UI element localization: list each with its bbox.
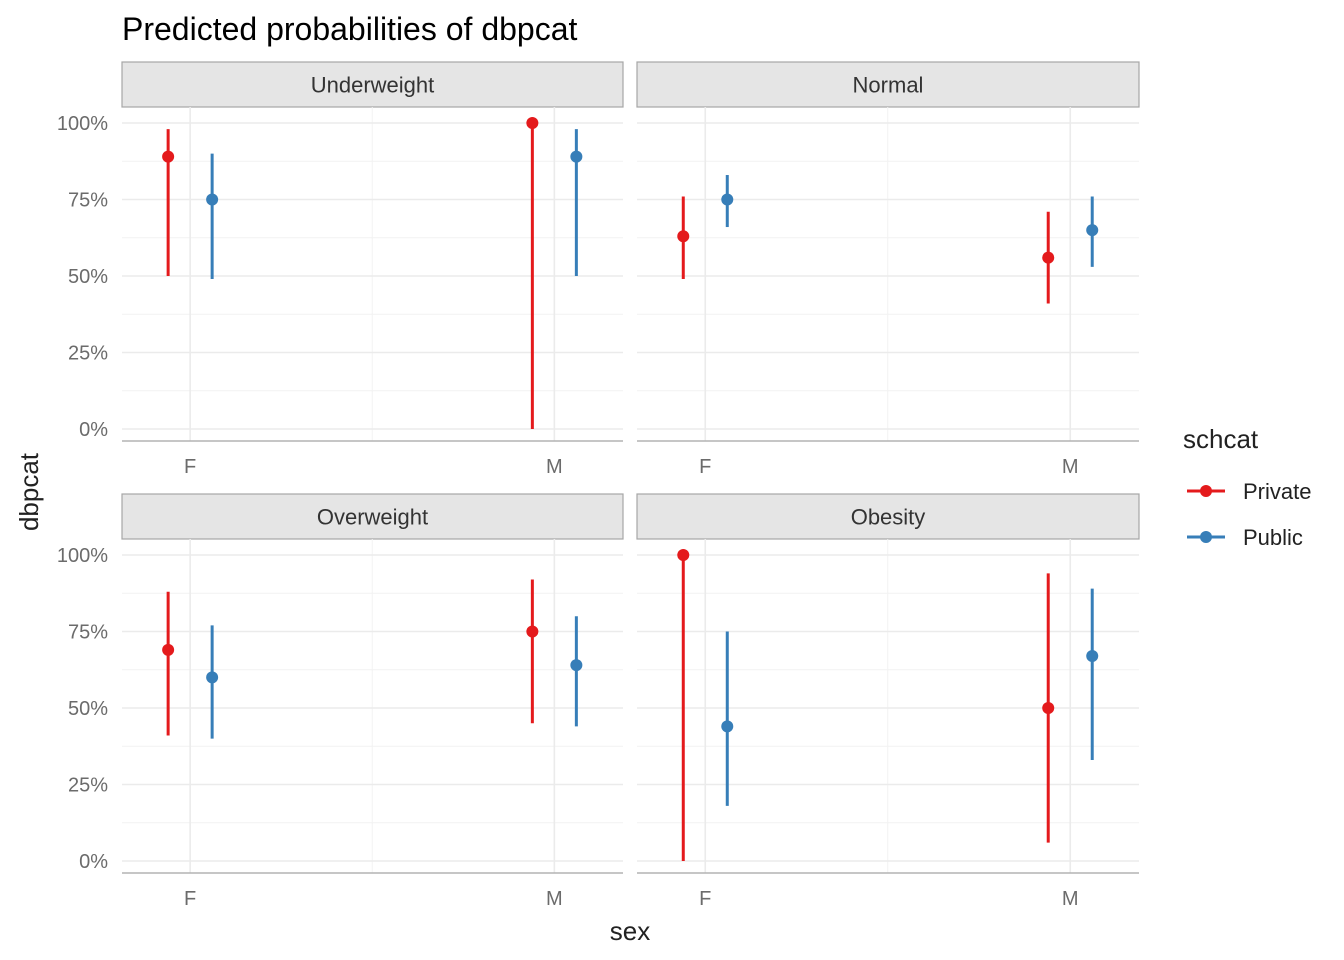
y-tick-label: 75% — [68, 190, 108, 212]
x-tick-label: F — [699, 456, 711, 478]
data-point — [526, 625, 539, 638]
y-tick-label: 75% — [68, 622, 108, 644]
data-point — [570, 150, 583, 163]
data-point — [570, 659, 583, 672]
data-point — [206, 193, 219, 206]
legend-entry-private: Private — [1187, 479, 1311, 504]
y-tick-label: 50% — [68, 698, 108, 720]
facet-underweight: Underweight 0% 25% 50% 75% 100% F M — [57, 61, 624, 478]
data-point — [1042, 702, 1055, 714]
legend-key-point — [1200, 485, 1212, 497]
legend-label: Public — [1243, 525, 1303, 550]
data-point — [677, 230, 690, 243]
y-tick-label: 0% — [79, 419, 108, 441]
y-tick-label: 100% — [57, 113, 108, 135]
facet-strip-label: Underweight — [311, 73, 435, 98]
y-tick-label: 25% — [68, 775, 108, 797]
y-tick-label: 0% — [79, 851, 108, 873]
data-point — [1042, 251, 1055, 264]
facet-strip-label: Obesity — [851, 505, 926, 530]
data-point — [1086, 649, 1099, 662]
x-axis-title: sex — [610, 916, 650, 946]
facet-strip — [636, 61, 1140, 108]
facet-strip-label: Normal — [853, 73, 924, 98]
data-point — [1086, 224, 1099, 237]
data-point — [162, 643, 175, 656]
x-tick-label: F — [184, 888, 196, 910]
legend: schcat Private Public — [1183, 424, 1311, 550]
facet-normal: Normal F M — [636, 61, 1140, 478]
facet-strip-label: Overweight — [317, 505, 428, 530]
data-point — [721, 193, 734, 206]
x-tick-label: M — [546, 456, 563, 478]
data-point — [677, 549, 690, 561]
legend-key-point — [1200, 531, 1212, 543]
data-point — [721, 720, 734, 733]
x-tick-label: M — [1062, 456, 1079, 478]
legend-label: Private — [1243, 479, 1311, 504]
facet-overweight: Overweight 0% 25% 50% 75% 100% F M — [57, 493, 624, 910]
facet-obesity: Obesity F M — [636, 493, 1140, 910]
x-tick-label: M — [1062, 888, 1079, 910]
y-axis-title: dbpcat — [14, 452, 44, 531]
y-tick-label: 25% — [68, 343, 108, 365]
x-tick-label: M — [546, 888, 563, 910]
data-point — [206, 671, 219, 684]
y-tick-label: 100% — [57, 545, 108, 567]
data-point — [162, 150, 175, 163]
x-tick-label: F — [184, 456, 196, 478]
facet-strip — [121, 61, 624, 108]
legend-entry-public: Public — [1187, 525, 1303, 550]
chart-title: Predicted probabilities of dbpcat — [122, 11, 578, 47]
data-point — [526, 117, 539, 129]
y-tick-label: 50% — [68, 266, 108, 288]
x-tick-label: F — [699, 888, 711, 910]
legend-title: schcat — [1183, 424, 1259, 454]
legend-entries: Private Public — [1187, 479, 1311, 550]
